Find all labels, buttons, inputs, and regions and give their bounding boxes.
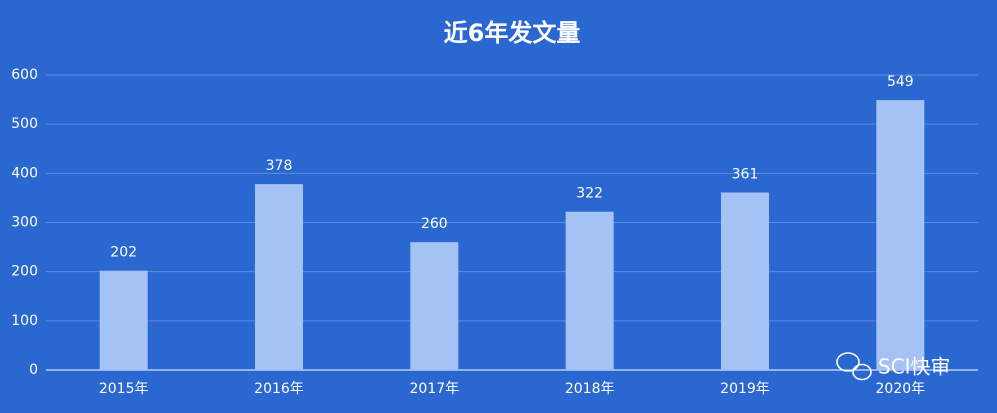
watermark: SCI快审: [878, 355, 951, 379]
x-tick-label: 2015年: [99, 381, 149, 397]
chart-title: 近6年发文量: [444, 19, 581, 47]
data-label: 260: [421, 216, 448, 232]
y-tick-label: 200: [11, 264, 38, 280]
bar: [876, 100, 925, 370]
data-label: 378: [266, 158, 293, 174]
bar: [410, 242, 459, 370]
bar: [721, 192, 769, 370]
y-tick-label: 400: [11, 165, 38, 181]
y-tick-label: 500: [11, 116, 38, 132]
watermark-icon: [836, 352, 872, 381]
y-tick-label: 100: [11, 313, 38, 329]
x-tick-label: 2019年: [720, 381, 770, 397]
bar: [99, 270, 148, 370]
bar: [255, 184, 303, 370]
y-tick-label: 600: [11, 67, 38, 83]
data-label: 202: [110, 245, 137, 261]
data-label: 322: [576, 186, 603, 202]
bar: [565, 211, 614, 370]
data-label: 361: [732, 167, 759, 183]
x-tick-label: 2020年: [876, 381, 926, 397]
y-tick-label: 300: [11, 215, 38, 231]
data-label: 549: [887, 74, 914, 90]
x-tick-label: 2016年: [254, 381, 304, 397]
y-tick-label: 0: [29, 362, 38, 378]
x-tick-label: 2018年: [565, 381, 615, 397]
x-tick-label: 2017年: [410, 381, 460, 397]
